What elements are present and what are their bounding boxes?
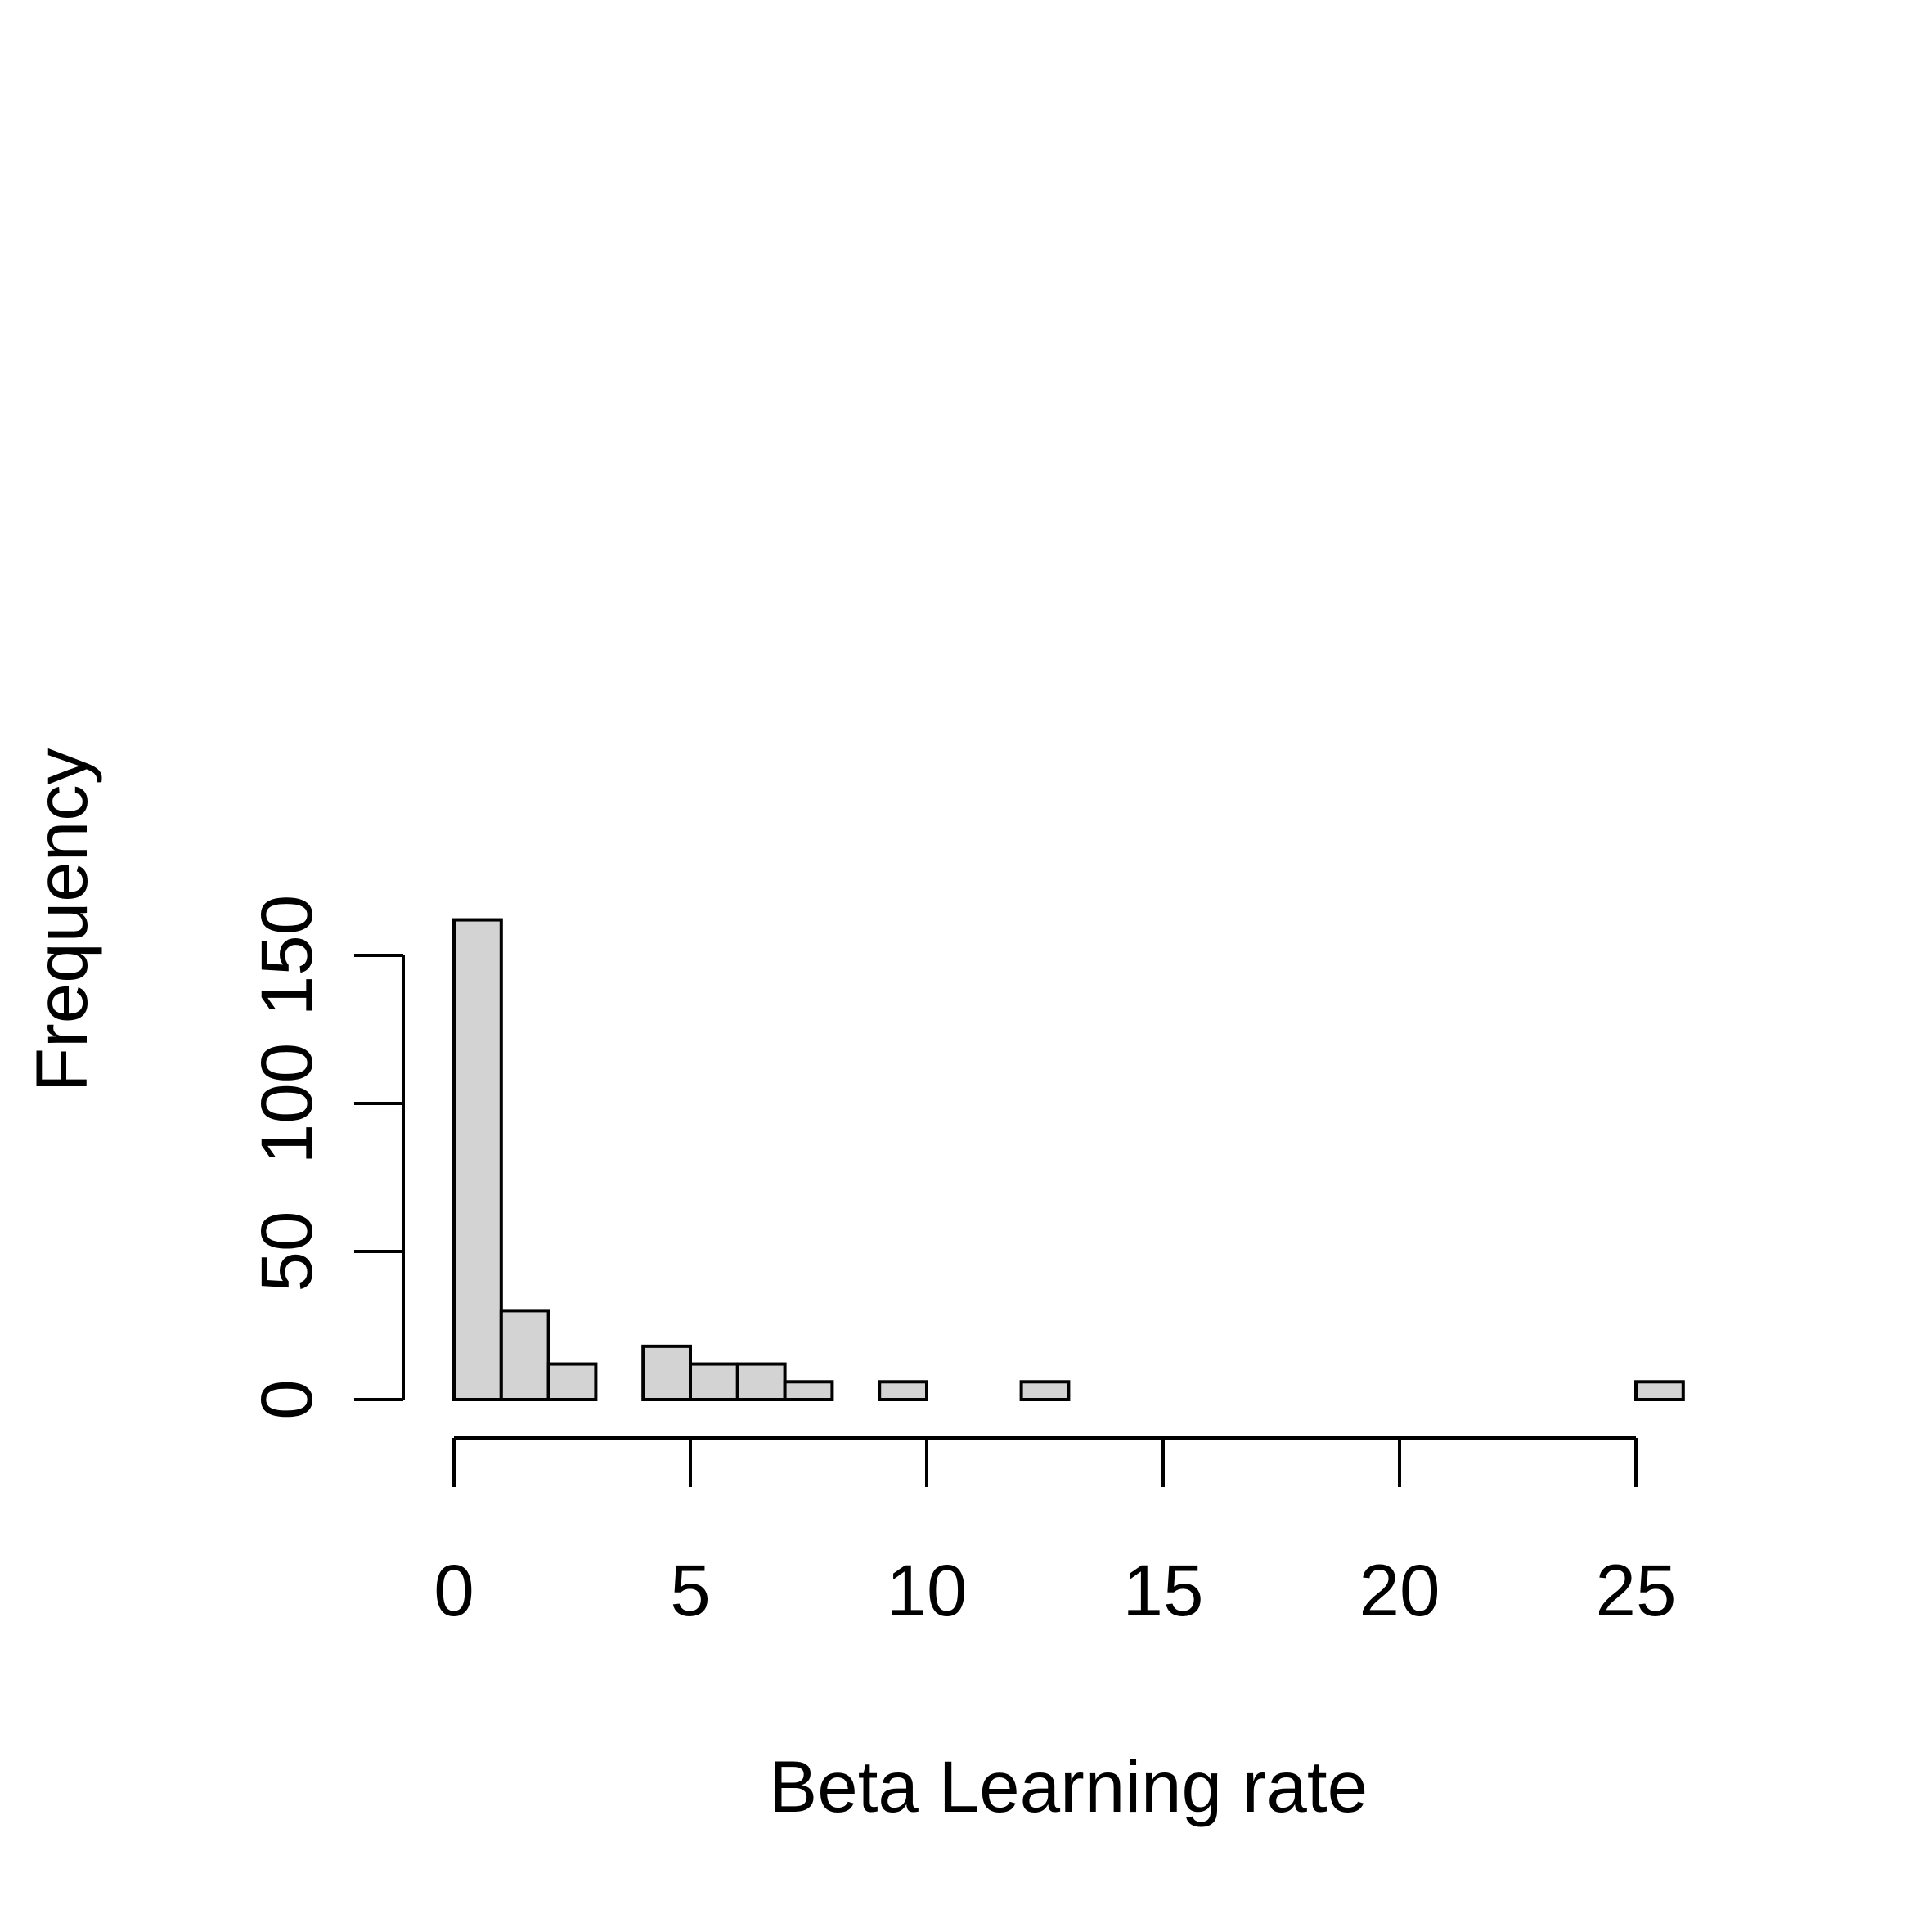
x-tick-label: 20 [1359,1549,1440,1631]
histogram-bar [1019,1380,1071,1402]
y-axis-title: Frequency [20,748,102,1092]
x-tick-label: 15 [1123,1549,1204,1631]
y-tick-label: 100 [245,1043,327,1165]
x-axis: 0 5 10 15 20 25 [434,1436,1677,1631]
histogram-bar [499,1309,550,1402]
histogram-bar [546,1362,598,1402]
histogram-bar [689,1362,739,1402]
x-tick-label: 25 [1596,1549,1677,1631]
histogram-bar [1634,1380,1685,1402]
bars-group [452,918,1685,1402]
x-axis-title: Beta Learning rate [769,1746,1368,1827]
histogram-bar [735,1362,787,1402]
histogram-bar [452,918,503,1402]
histogram-bar [878,1380,928,1402]
x-tick-label: 10 [887,1549,968,1631]
histogram-bar [783,1380,834,1402]
y-axis: 0 50 100 150 [245,895,405,1420]
histogram-bar [641,1344,693,1401]
y-tick-label: 0 [245,1379,327,1420]
y-tick-label: 150 [245,895,327,1017]
x-tick-label: 5 [670,1549,711,1631]
y-tick-label: 50 [245,1211,327,1292]
x-tick-label: 0 [434,1549,474,1631]
